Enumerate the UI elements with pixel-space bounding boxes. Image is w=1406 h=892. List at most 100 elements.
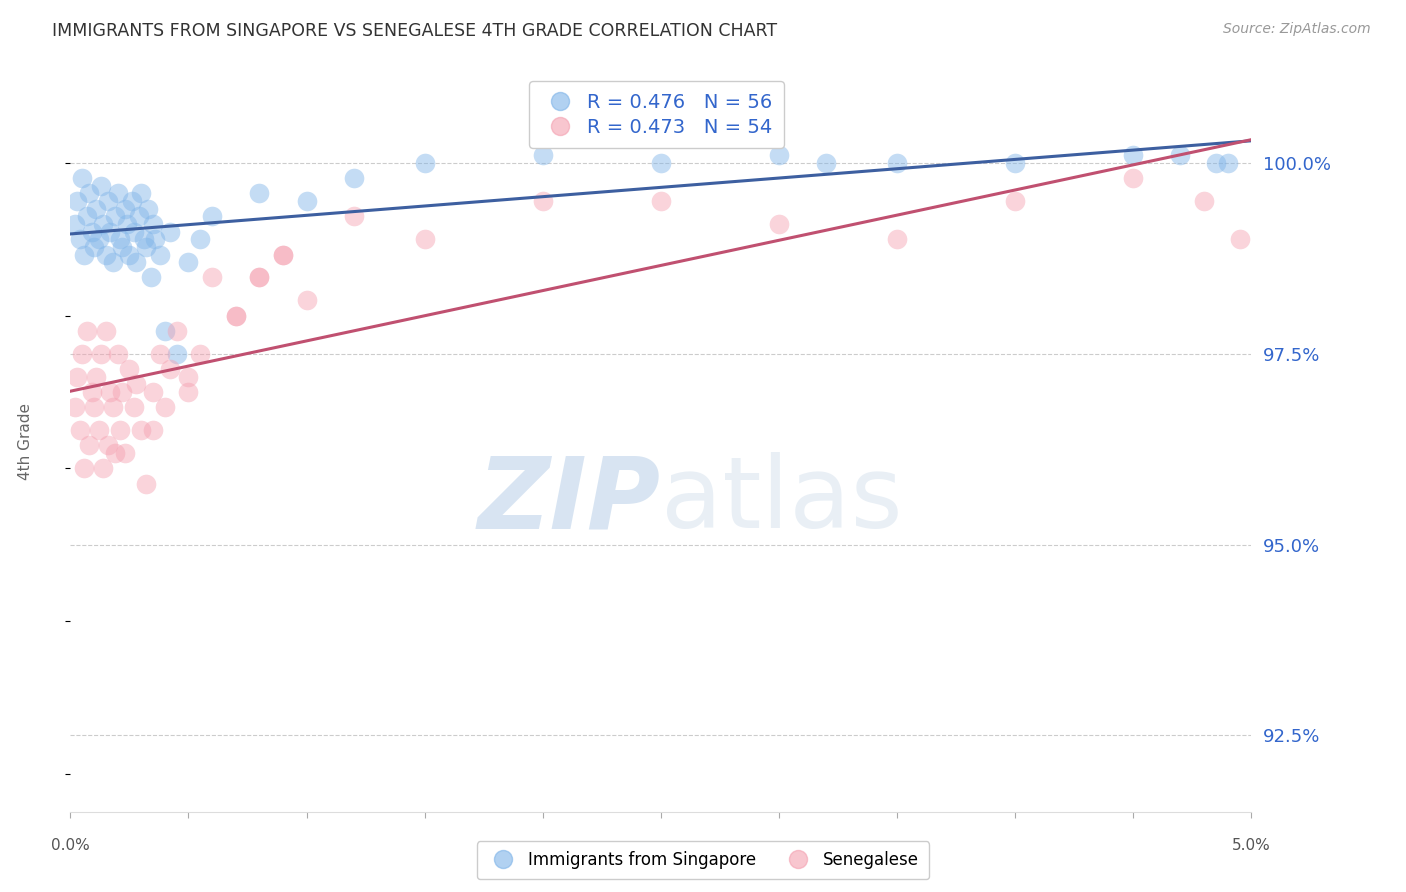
Point [87, 423, 110, 437]
Point [100, 225, 122, 239]
Point [73, 461, 96, 475]
Point [1205, 156, 1227, 170]
Point [166, 347, 188, 361]
Point [413, 232, 436, 246]
Point [768, 148, 790, 162]
Point [63, 217, 86, 231]
Point [114, 446, 136, 460]
Point [118, 362, 141, 376]
Point [142, 384, 165, 399]
Point [128, 210, 150, 224]
Text: atlas: atlas [661, 452, 903, 549]
Point [159, 225, 181, 239]
Point [139, 270, 162, 285]
Text: IMMIGRANTS FROM SINGAPORE VS SENEGALESE 4TH GRADE CORRELATION CHART: IMMIGRANTS FROM SINGAPORE VS SENEGALESE … [52, 22, 778, 40]
Point [76, 210, 98, 224]
Text: ZIP: ZIP [478, 452, 661, 549]
Point [77, 186, 100, 201]
Point [247, 270, 270, 285]
Point [135, 476, 157, 491]
Point [188, 347, 211, 361]
Point [149, 347, 172, 361]
Point [886, 232, 908, 246]
Point [101, 255, 124, 269]
Point [84, 369, 107, 384]
Point [73, 247, 96, 261]
Point [108, 232, 131, 246]
Point [122, 225, 145, 239]
Point [166, 324, 188, 338]
Point [118, 247, 141, 261]
Point [90, 178, 112, 193]
Point [129, 186, 152, 201]
Point [84, 202, 107, 216]
Point [1192, 194, 1215, 208]
Point [153, 324, 176, 338]
Point [886, 156, 908, 170]
Text: 5.0%: 5.0% [1232, 838, 1271, 854]
Point [136, 202, 159, 216]
Point [66, 194, 89, 208]
Point [76, 324, 98, 338]
Point [247, 270, 270, 285]
Point [104, 210, 127, 224]
Point [97, 194, 120, 208]
Point [1122, 148, 1144, 162]
Point [90, 347, 112, 361]
Point [159, 362, 181, 376]
Point [101, 400, 124, 414]
Point [111, 240, 134, 254]
Point [129, 423, 152, 437]
Point [650, 194, 672, 208]
Point [1216, 156, 1239, 170]
Point [295, 194, 318, 208]
Point [83, 240, 105, 254]
Point [132, 232, 155, 246]
Point [271, 247, 294, 261]
Point [104, 446, 127, 460]
Point [188, 232, 211, 246]
Point [153, 400, 176, 414]
Point [94, 324, 117, 338]
Point [1170, 148, 1192, 162]
Point [531, 194, 554, 208]
Point [107, 347, 129, 361]
Point [115, 217, 138, 231]
Point [177, 255, 200, 269]
Point [225, 309, 247, 323]
Point [80, 384, 103, 399]
Point [69, 423, 91, 437]
Point [142, 423, 165, 437]
Point [108, 423, 131, 437]
Point [247, 186, 270, 201]
Point [343, 171, 366, 186]
Point [63, 400, 86, 414]
Point [125, 377, 148, 392]
Point [114, 202, 136, 216]
Legend: Immigrants from Singapore, Senegalese: Immigrants from Singapore, Senegalese [477, 841, 929, 880]
Point [225, 309, 247, 323]
Point [149, 247, 172, 261]
Point [97, 438, 120, 452]
Point [1004, 156, 1026, 170]
Point [69, 232, 91, 246]
Point [413, 156, 436, 170]
Point [93, 217, 115, 231]
Point [107, 186, 129, 201]
Point [650, 156, 672, 170]
Point [531, 148, 554, 162]
Point [111, 384, 134, 399]
Point [201, 210, 224, 224]
Point [343, 210, 366, 224]
Point [143, 232, 166, 246]
Point [93, 461, 115, 475]
Point [125, 255, 148, 269]
Point [271, 247, 294, 261]
Legend: R = 0.476   N = 56, R = 0.473   N = 54: R = 0.476 N = 56, R = 0.473 N = 54 [529, 81, 785, 148]
Point [100, 384, 122, 399]
Point [122, 400, 145, 414]
Text: 4th Grade: 4th Grade [17, 403, 32, 480]
Text: Source: ZipAtlas.com: Source: ZipAtlas.com [1223, 22, 1371, 37]
Point [201, 270, 224, 285]
Point [87, 232, 110, 246]
